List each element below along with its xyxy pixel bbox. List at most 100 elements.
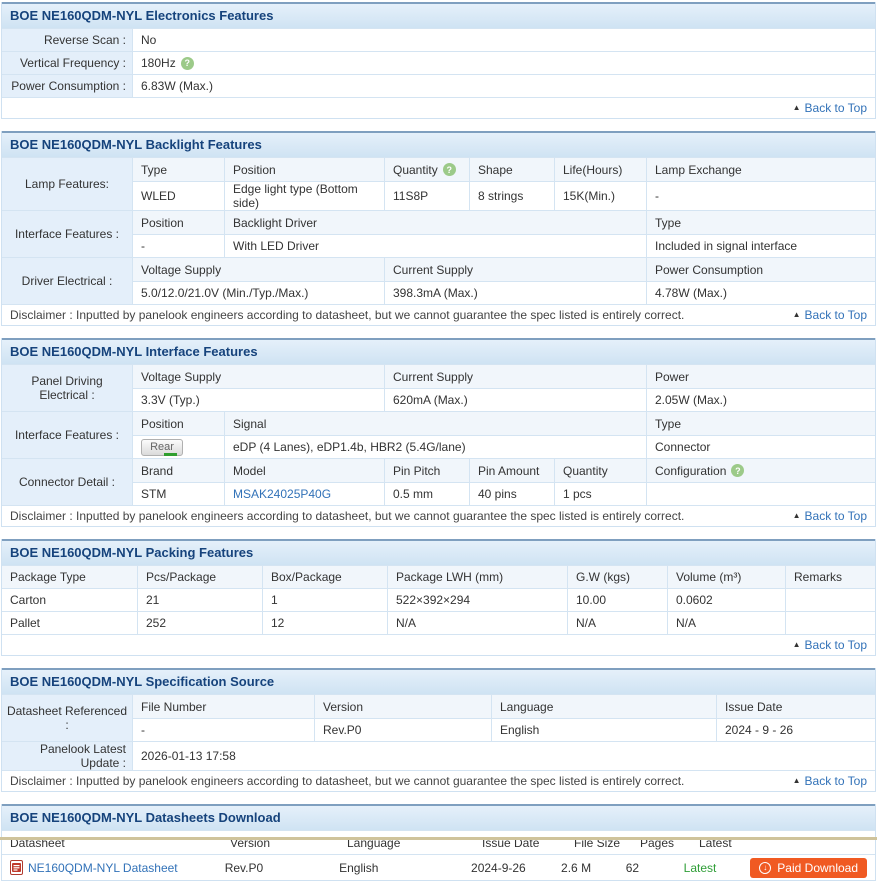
connector-detail-group: Connector Detail : Brand Model Pin Pitch… — [2, 458, 875, 505]
col-header: Lamp Exchange — [646, 158, 875, 181]
cell: - — [132, 719, 314, 741]
section-backlight-features: BOE NE160QDM-NYL Backlight Features Lamp… — [1, 131, 876, 326]
row-value: 6.83W (Max.) — [132, 75, 875, 97]
section-footer: Disclaimer : Inputted by panelook engine… — [2, 770, 875, 791]
group-label: Datasheet Referenced : — [2, 695, 132, 741]
cell: ↓ Paid Download — [742, 855, 875, 880]
cell: Connector — [646, 436, 875, 458]
col-header: Remarks — [785, 566, 875, 588]
col-header: Model — [224, 459, 384, 482]
col-header: Position — [132, 211, 224, 234]
subtable-data-row: Rear eDP (4 Lanes), eDP1.4b, HBR2 (5.4G/… — [132, 435, 875, 458]
up-triangle-icon: ▲ — [792, 640, 801, 649]
help-icon[interactable]: ? — [442, 163, 456, 176]
connector-model-link[interactable]: MSAK24025P40G — [233, 487, 332, 501]
cell: 2024-9-26 — [471, 860, 526, 875]
cell: 0.5 mm — [384, 483, 469, 505]
subtable-data-row: WLED Edge light type (Bottom side) 11S8P… — [132, 181, 875, 210]
cell: Carton — [10, 593, 47, 607]
panel-driving-electrical-group: Panel Driving Electrical : Voltage Suppl… — [2, 364, 875, 411]
section-footer: ▲ Back to Top — [2, 634, 875, 655]
help-icon[interactable]: ? — [180, 56, 194, 70]
group-label: Connector Detail : — [2, 459, 132, 505]
up-triangle-icon: ▲ — [792, 776, 801, 785]
table-row: Power Consumption : 6.83W (Max.) — [2, 74, 875, 97]
col-header: Signal — [224, 412, 646, 435]
subtable-data-row: 3.3V (Typ.) 620mA (Max.) 2.05W (Max.) — [132, 388, 875, 411]
group-label: Interface Features : — [2, 211, 132, 257]
col-header: Package LWH (mm) — [387, 566, 567, 588]
col-header: Package Type — [10, 570, 86, 584]
subtable-header-row: Position Signal Type — [132, 412, 875, 435]
page-bottom-strip — [0, 837, 877, 840]
subtable-data-row: 5.0/12.0/21.0V (Min./Typ./Max.) 398.3mA … — [132, 281, 875, 304]
connector-position-indicator — [164, 452, 177, 456]
section-title: BOE NE160QDM-NYL Datasheets Download — [2, 804, 875, 830]
back-to-top-link[interactable]: ▲ Back to Top — [792, 101, 867, 115]
section-footer: ▲ Back to Top — [2, 97, 875, 118]
subtable-header-row: Position Backlight Driver Type — [132, 211, 875, 234]
col-header: Backlight Driver — [224, 211, 646, 234]
back-to-top-link[interactable]: ▲ Back to Top — [792, 308, 867, 322]
section-title: BOE NE160QDM-NYL Electronics Features — [2, 2, 875, 28]
col-header: Quantity — [554, 459, 646, 482]
cell: 2.05W (Max.) — [646, 389, 875, 411]
datasheet-link[interactable]: NE160QDM-NYL Datasheet — [28, 860, 178, 875]
cell: Edge light type (Bottom side) — [224, 182, 384, 210]
cell: 62 — [625, 860, 640, 875]
col-header — [759, 831, 875, 854]
back-to-top-link[interactable]: ▲ Back to Top — [792, 509, 867, 523]
row-label: Power Consumption : — [2, 75, 132, 97]
cell: N/A — [387, 612, 567, 634]
latest-badge: Latest — [683, 860, 717, 875]
col-header: Power — [646, 365, 875, 388]
latest-update-value: 2026-01-13 17:58 — [132, 742, 875, 770]
cell: - — [646, 182, 875, 210]
subtable-header-row: File Number Version Language Issue Date — [132, 695, 875, 718]
col-header: Quantity ? — [384, 158, 469, 181]
back-to-top-link[interactable]: ▲ Back to Top — [792, 638, 867, 652]
section-interface-features: BOE NE160QDM-NYL Interface Features Pane… — [1, 338, 876, 527]
col-header: Issue Date — [716, 695, 875, 718]
col-header: Type — [132, 158, 224, 181]
pdf-file-icon — [10, 860, 23, 875]
back-to-top-link[interactable]: ▲ Back to Top — [792, 774, 867, 788]
group-label: Interface Features : — [2, 412, 132, 458]
table-row: Pallet 252 12 N/A N/A N/A — [2, 611, 875, 634]
rear-position-button[interactable]: Rear — [141, 438, 183, 456]
up-triangle-icon: ▲ — [792, 511, 801, 520]
cell: 2.6 M — [561, 860, 592, 875]
cell: 522×392×294 — [387, 589, 567, 611]
col-header: Pages — [640, 835, 675, 850]
cell: 4.78W (Max.) — [646, 282, 875, 304]
col-header: Box/Package — [262, 566, 387, 588]
table-header-row: Package Type Pcs/Package Box/Package Pac… — [2, 565, 875, 588]
cell: Included in signal interface — [646, 235, 875, 257]
col-header: Shape — [469, 158, 554, 181]
cell: 252 — [137, 612, 262, 634]
subtable-header-row: Type Position Quantity ? Shape Life(Hour… — [132, 158, 875, 181]
table-row: Reverse Scan : No — [2, 28, 875, 51]
cell: 3.3V (Typ.) — [132, 389, 384, 411]
group-label: Lamp Features: — [2, 158, 132, 210]
table-header-row: Datasheet Version Language Issue Date Fi… — [2, 830, 875, 854]
row-label: Reverse Scan : — [2, 29, 132, 51]
cell: 10.00 — [567, 589, 667, 611]
col-header: Current Supply — [384, 258, 646, 281]
table-row: Panelook Latest Update : 2026-01-13 17:5… — [2, 741, 875, 770]
help-icon[interactable]: ? — [731, 464, 745, 477]
cell: 2024 - 9 - 26 — [716, 719, 875, 741]
paid-download-button[interactable]: ↓ Paid Download — [750, 857, 868, 878]
row-value: No — [132, 29, 875, 51]
subtable-data-row: STM MSAK24025P40G 0.5 mm 40 pins 1 pcs — [132, 482, 875, 505]
section-specification-source: BOE NE160QDM-NYL Specification Source Da… — [1, 668, 876, 792]
col-header: Life(Hours) — [554, 158, 646, 181]
download-arrow-icon: ↓ — [759, 861, 772, 874]
col-header: Pcs/Package — [137, 566, 262, 588]
cell: eDP (4 Lanes), eDP1.4b, HBR2 (5.4G/lane) — [224, 436, 646, 458]
col-header: Voltage Supply — [132, 365, 384, 388]
col-header: Language — [347, 835, 401, 850]
subtable-header-row: Voltage Supply Current Supply Power — [132, 365, 875, 388]
cell: N/A — [567, 612, 667, 634]
datasheet-referenced-group: Datasheet Referenced : File Number Versi… — [2, 694, 875, 741]
